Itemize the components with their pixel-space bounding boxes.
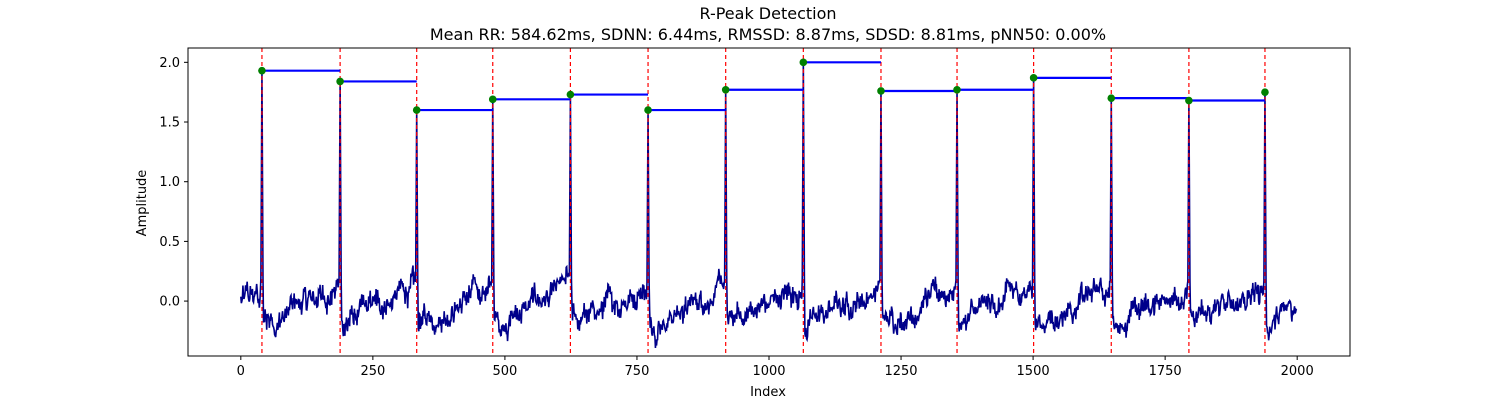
r-peak-marker-6 — [721, 85, 730, 94]
r-peak-marker-1 — [336, 77, 344, 86]
r-peak-marker-3 — [488, 95, 497, 104]
x-tick-label-3: 750 — [625, 364, 650, 379]
y-tick-label-4: 2.0 — [159, 56, 180, 71]
y-tick-label-0: 0.0 — [159, 295, 180, 310]
r-peak-marker-9 — [953, 85, 961, 94]
r-peak-marker-4 — [566, 90, 575, 99]
r-peak-marker-10 — [1029, 74, 1038, 82]
plot-layer — [240, 48, 1298, 356]
y-axis-label: Amplitude — [135, 170, 150, 237]
y-tick-label-2: 1.0 — [159, 175, 180, 190]
x-tick-label-2: 500 — [492, 364, 517, 379]
x-tick-label-0: 0 — [237, 364, 245, 379]
y-tick-label-3: 1.5 — [159, 116, 180, 131]
x-tick-label-4: 1000 — [752, 364, 785, 379]
r-peak-marker-2 — [412, 106, 421, 114]
r-peak-marker-12 — [1185, 96, 1193, 105]
r-peak-marker-7 — [799, 58, 808, 67]
x-tick-label-5: 1250 — [884, 364, 917, 379]
x-tick-label-8: 2000 — [1281, 364, 1314, 379]
ecg-signal-line — [240, 62, 1298, 348]
x-tick-label-1: 250 — [360, 364, 385, 379]
r-peak-marker-13 — [1261, 88, 1269, 96]
chart-title: R-Peak Detection — [699, 4, 836, 23]
plot-frame — [187, 47, 1351, 357]
r-peak-marker-0 — [258, 66, 266, 75]
tick-layer: 0 250 500 750 1000 1250 1500 1750 2000 0.0 0.5 1.0 1… — [159, 56, 1313, 379]
x-axis-label: Index — [750, 385, 786, 400]
chart-subtitle: Mean RR: 584.62ms, SDNN: 6.44ms, RMSSD: … — [430, 25, 1106, 44]
r-peak-marker-8 — [877, 87, 885, 95]
r-peak-marker-11 — [1107, 94, 1116, 102]
x-tick-label-6: 1500 — [1017, 364, 1050, 379]
r-peak-marker-5 — [644, 106, 652, 114]
x-tick-label-7: 1750 — [1149, 364, 1182, 379]
y-tick-label-1: 0.5 — [159, 235, 180, 250]
